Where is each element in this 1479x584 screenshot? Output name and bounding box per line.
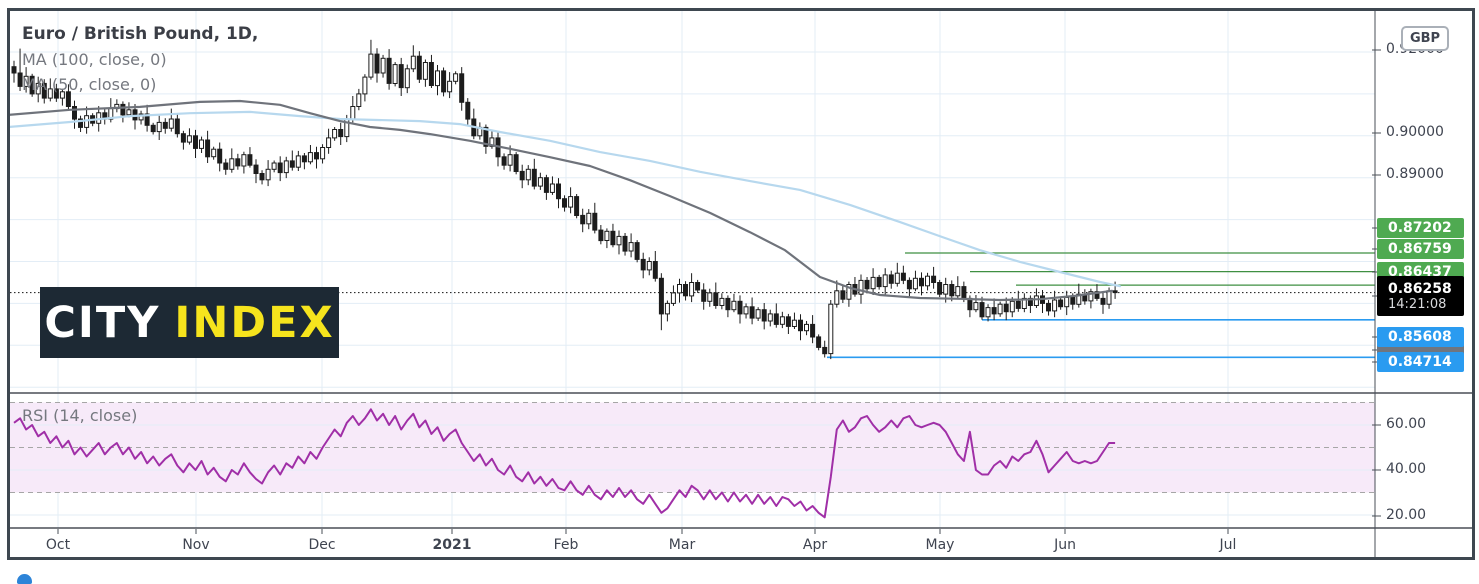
city-index-watermark: CITY INDEX [40, 287, 339, 358]
price-level-label-last-price: 0.86258 14:21:08 [1377, 276, 1464, 316]
month-label-oct: Oct [45, 537, 71, 553]
rsi-line [13, 408, 1116, 519]
month-label-2021: 2021 [432, 537, 472, 553]
price-level-label-support: 0.84714 [1377, 352, 1464, 372]
month-label-dec: Dec [308, 537, 336, 553]
month-label-feb: Feb [553, 537, 579, 553]
price-level-label-resistance: 0.87202 [1377, 218, 1464, 238]
watermark-index: INDEX [174, 297, 335, 348]
price-tick-label: 0.89000 [1386, 166, 1444, 182]
level-lines [10, 252, 1375, 359]
month-label-jun: Jun [1054, 537, 1076, 553]
month-label-apr: Apr [802, 537, 828, 553]
price-tick-label: 0.90000 [1386, 124, 1444, 140]
rsi-band [10, 402, 1375, 516]
rsi-tick-label: 40.00 [1386, 461, 1427, 477]
rsi-tick-label: 60.00 [1386, 416, 1427, 432]
month-label-may: May [925, 537, 955, 553]
month-label-nov: Nov [182, 537, 210, 553]
month-label-mar: Mar [668, 537, 696, 553]
separators [10, 11, 1472, 557]
month-label-jul: Jul [1219, 537, 1237, 553]
watermark-city: CITY [44, 297, 161, 348]
ma50-line [10, 99, 1114, 302]
ma100-line [10, 110, 1122, 288]
rsi-tick-label: 20.00 [1386, 507, 1427, 523]
platform-logo-fragment [17, 574, 32, 584]
price-level-label-support: 0.85608 [1377, 327, 1464, 347]
currency-badge[interactable]: GBP [1401, 26, 1449, 51]
price-level-label-resistance: 0.86759 [1377, 239, 1464, 259]
chart-canvas[interactable] [10, 11, 1472, 557]
